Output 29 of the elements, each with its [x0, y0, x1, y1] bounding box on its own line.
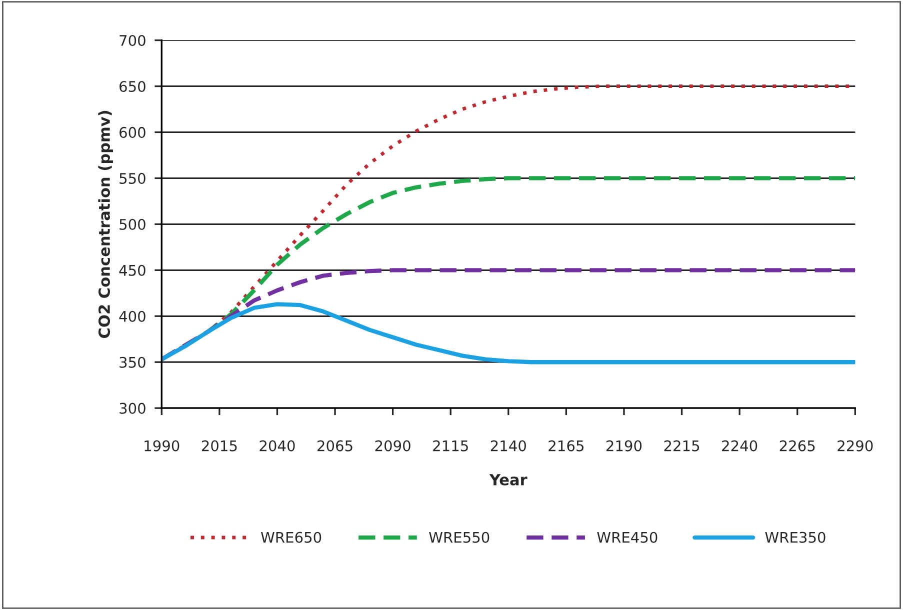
x-tick-label: 2190 [606, 440, 642, 452]
x-tick-label: 2165 [548, 440, 584, 452]
x-tick-label: 2015 [202, 440, 237, 452]
x-tick-label: 1990 [144, 440, 180, 452]
y-tick-label: 600 [120, 126, 146, 138]
x-tick-label: 2065 [318, 440, 352, 452]
x-tick-label: 2090 [375, 440, 410, 452]
legend-label: WRE650 [260, 532, 322, 543]
y-tick-label: 650 [120, 80, 146, 92]
legend-label: WRE350 [765, 532, 826, 543]
legend-label: WRE450 [597, 532, 658, 543]
x-tick-label: 2140 [490, 440, 526, 452]
x-tick-label: 2290 [838, 440, 873, 452]
line-series [162, 302, 856, 364]
x-axis-title: Year [489, 474, 528, 486]
y-tick-label: 400 [119, 310, 146, 322]
x-tick-label: 2040 [260, 440, 295, 452]
y-tick-label: 550 [120, 172, 146, 184]
y-axis-title: CO2 Concentration (ppmv) [98, 110, 113, 338]
y-tick-label: 450 [119, 264, 146, 276]
y-tick-label: 350 [120, 356, 146, 368]
x-tick-label: 2265 [780, 440, 815, 452]
legend-label: WRE550 [429, 532, 490, 543]
x-tick-label: 2215 [664, 440, 700, 452]
y-tick-label: 300 [120, 402, 146, 414]
y-tick-label: 700 [120, 34, 146, 46]
x-tick-label: 2240 [722, 440, 758, 452]
x-tick-label: 2115 [433, 440, 468, 452]
y-tick-label: 500 [120, 218, 146, 230]
